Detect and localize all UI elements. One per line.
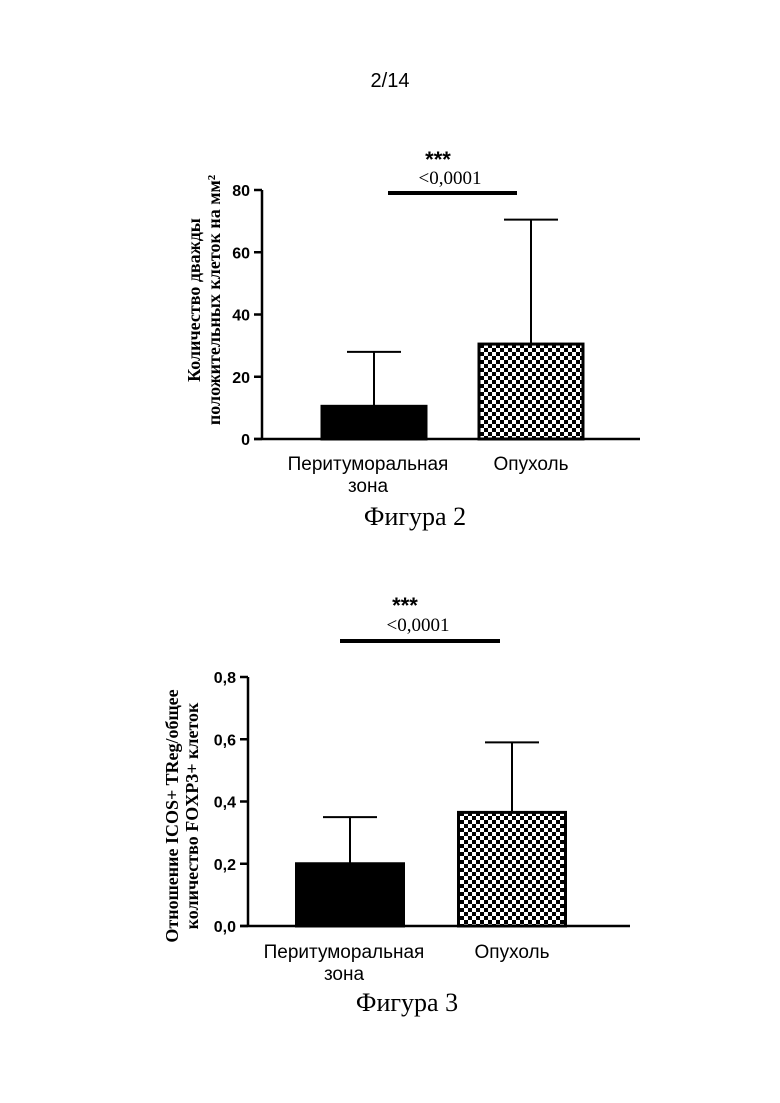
y-tick-label: 0,4 [214,795,236,812]
y-axis-label-line1: Отношение ICOS+ TReg/общее [162,689,182,942]
y-tick-label: 0,6 [214,732,236,749]
bar-2 [459,812,566,926]
y-axis-label-line2: количество FOXP3+ клеток [182,702,202,929]
y-tick-label: 0,2 [214,857,236,874]
bar-1 [297,864,404,926]
x-tick-label: Опухоль [475,942,550,963]
x-tick-label: Перитуморальная [264,942,425,963]
x-tick-label-line2: зона [324,964,365,985]
y-tick-label: 0,8 [214,670,236,687]
figure-caption: Фигура 3 [356,988,458,1017]
significance-pvalue: <0,0001 [387,615,450,636]
y-tick-label: 0,0 [214,919,236,936]
